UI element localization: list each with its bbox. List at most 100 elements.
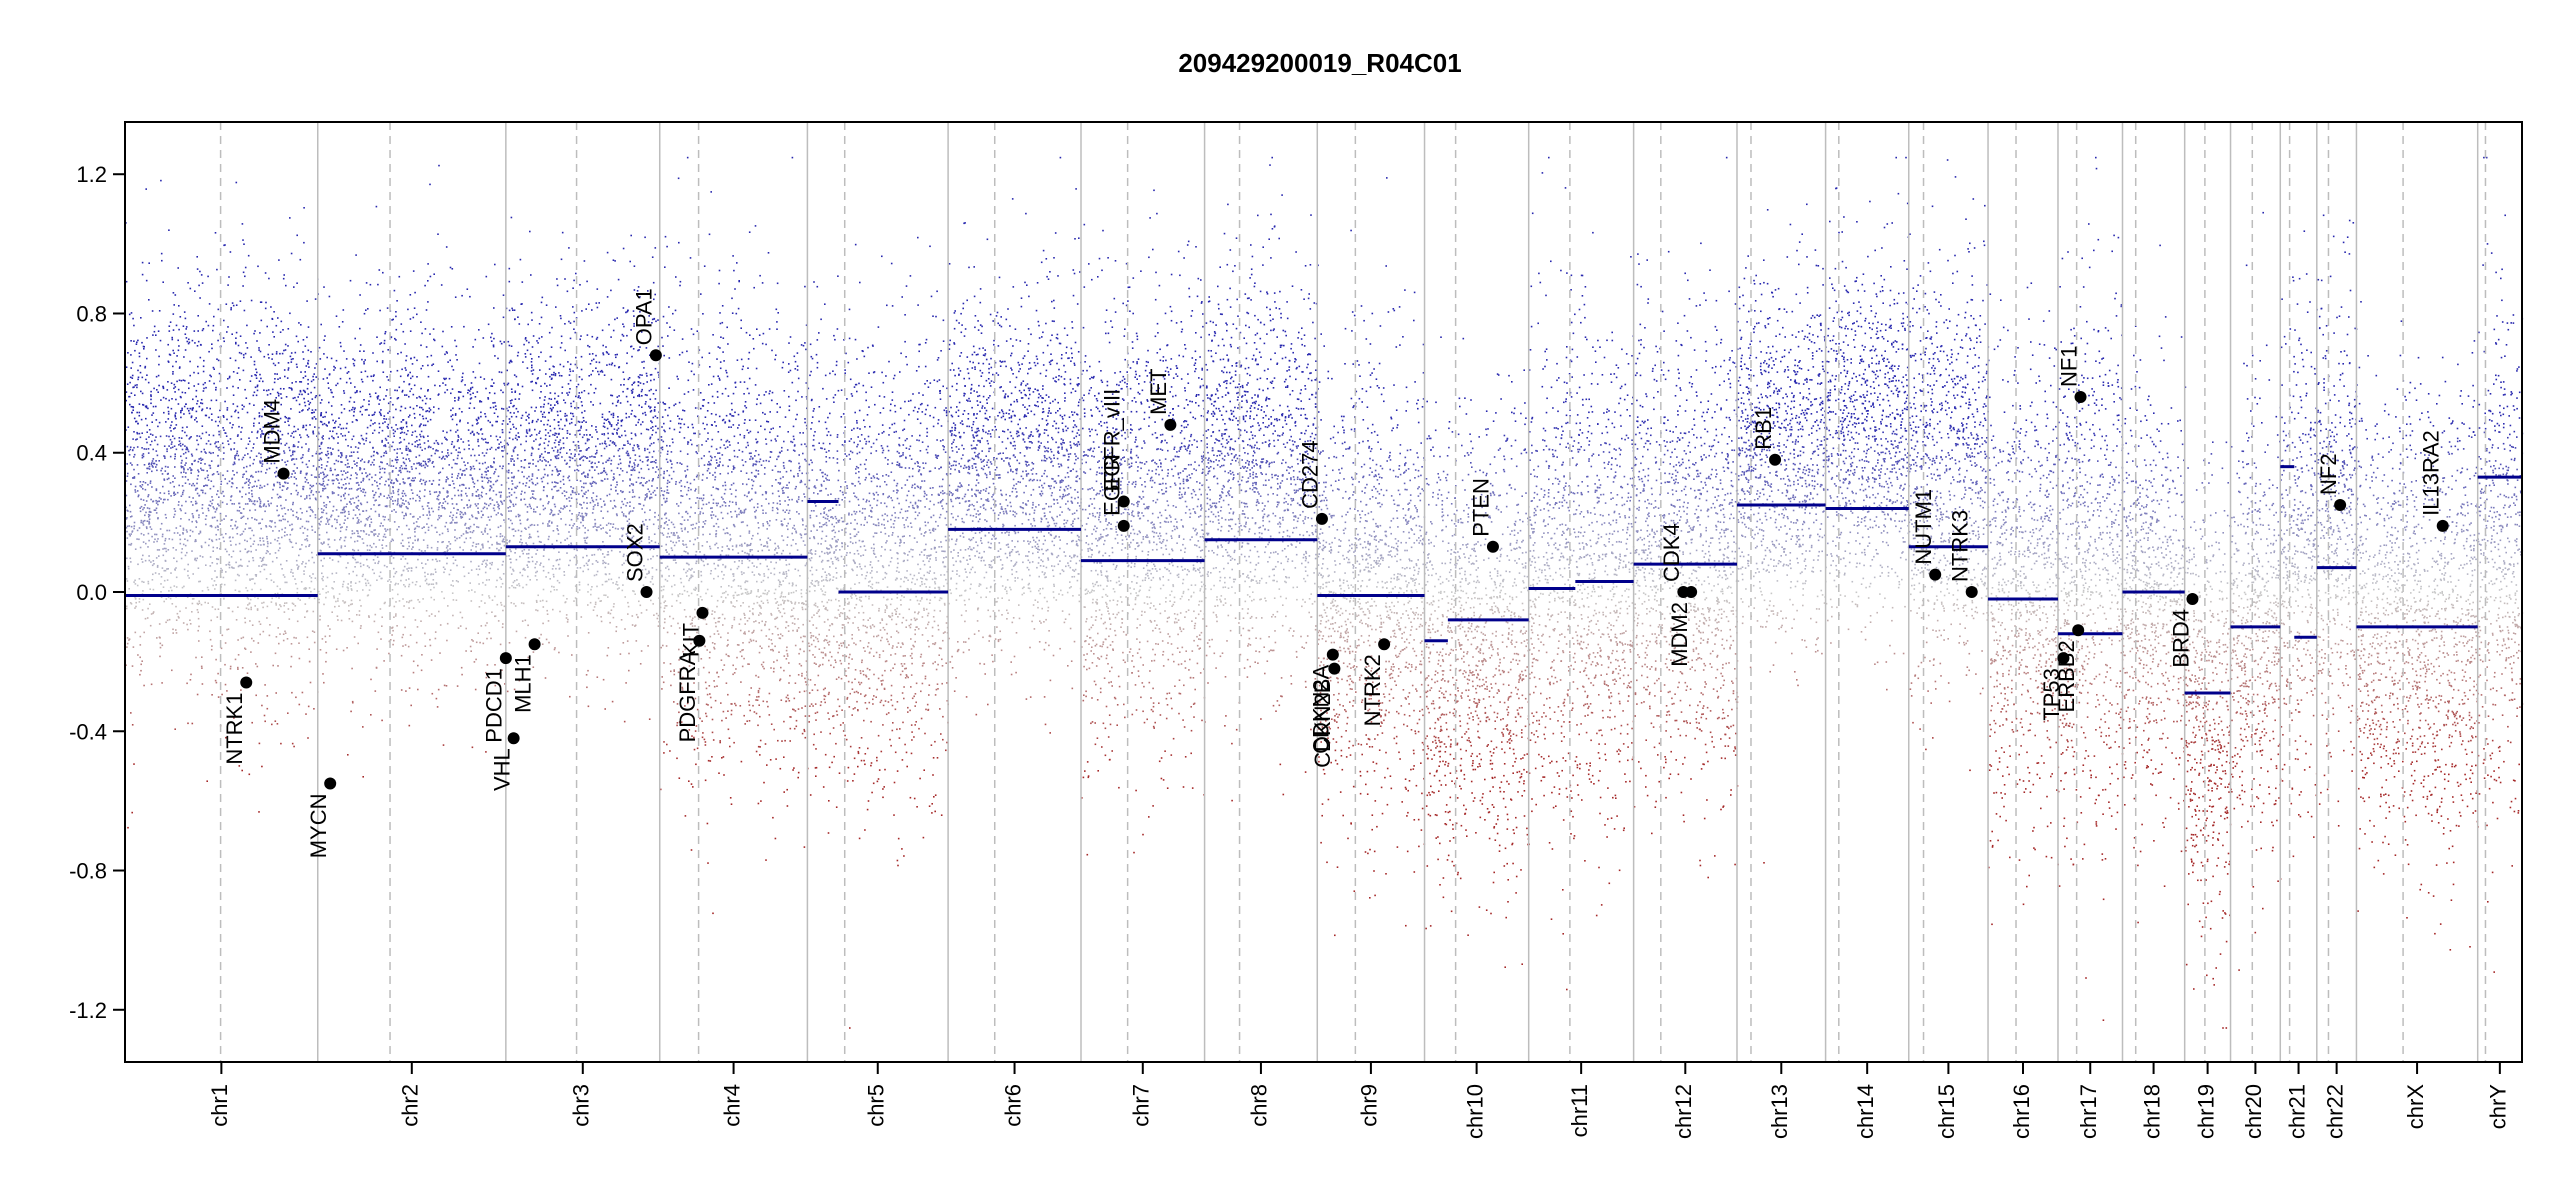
probe-point bbox=[447, 545, 449, 547]
probe-point bbox=[180, 518, 182, 520]
probe-point bbox=[501, 372, 503, 374]
probe-point bbox=[616, 515, 618, 517]
probe-point bbox=[312, 409, 314, 411]
probe-point bbox=[452, 503, 454, 505]
probe-point bbox=[410, 705, 412, 707]
probe-point bbox=[548, 559, 550, 561]
probe-point bbox=[157, 565, 159, 567]
probe-point bbox=[168, 590, 170, 592]
probe-point bbox=[464, 474, 466, 476]
probe-point bbox=[406, 601, 408, 603]
probe-point bbox=[393, 435, 395, 437]
probe-point bbox=[332, 491, 334, 493]
probe-point bbox=[312, 376, 314, 378]
probe-point bbox=[329, 628, 331, 630]
probe-point bbox=[470, 646, 472, 648]
probe-point bbox=[327, 497, 329, 499]
probe-point bbox=[247, 503, 249, 505]
probe-point bbox=[301, 381, 303, 383]
probe-point bbox=[211, 578, 213, 580]
probe-point bbox=[223, 416, 225, 418]
probe-point bbox=[198, 517, 200, 519]
probe-point bbox=[468, 448, 470, 450]
probe-point bbox=[283, 605, 285, 607]
probe-point bbox=[131, 531, 133, 533]
probe-point bbox=[436, 698, 438, 700]
probe-point bbox=[500, 536, 502, 538]
probe-point bbox=[379, 466, 381, 468]
probe-point bbox=[653, 524, 655, 526]
probe-point bbox=[501, 408, 503, 410]
probe-point bbox=[254, 583, 256, 585]
probe-point bbox=[630, 457, 632, 459]
probe-point bbox=[380, 409, 382, 411]
probe-point bbox=[395, 615, 397, 617]
probe-point bbox=[473, 542, 475, 544]
probe-point bbox=[424, 482, 426, 484]
probe-point bbox=[142, 555, 144, 557]
probe-point bbox=[257, 501, 259, 503]
probe-point bbox=[481, 428, 483, 430]
probe-point bbox=[384, 516, 386, 518]
probe-point bbox=[244, 276, 246, 278]
probe-point bbox=[450, 512, 452, 514]
probe-point bbox=[156, 389, 158, 391]
probe-point bbox=[464, 524, 466, 526]
probe-point bbox=[171, 443, 173, 445]
probe-point bbox=[397, 500, 399, 502]
probe-point bbox=[321, 508, 323, 510]
probe-point bbox=[526, 584, 528, 586]
probe-point bbox=[296, 282, 298, 284]
probe-point bbox=[174, 445, 176, 447]
probe-point bbox=[178, 350, 180, 352]
probe-point bbox=[472, 479, 474, 481]
probe-point bbox=[179, 437, 181, 439]
probe-point bbox=[249, 482, 251, 484]
probe-point bbox=[311, 552, 313, 554]
probe-point bbox=[150, 482, 152, 484]
probe-point bbox=[218, 559, 220, 561]
probe-point bbox=[284, 582, 286, 584]
probe-point bbox=[160, 498, 162, 500]
probe-point bbox=[588, 375, 590, 377]
probe-point bbox=[388, 479, 390, 481]
probe-point bbox=[248, 561, 250, 563]
probe-point bbox=[390, 581, 392, 583]
probe-point bbox=[249, 403, 251, 405]
probe-point bbox=[328, 457, 330, 459]
probe-point bbox=[175, 416, 177, 418]
probe-point bbox=[342, 600, 344, 602]
probe-point bbox=[194, 460, 196, 462]
probe-point bbox=[318, 599, 320, 601]
probe-point bbox=[658, 439, 660, 441]
probe-point bbox=[406, 434, 408, 436]
probe-point bbox=[376, 482, 378, 484]
probe-point bbox=[372, 423, 374, 425]
probe-point bbox=[163, 412, 165, 414]
probe-point bbox=[217, 447, 219, 449]
probe-point bbox=[195, 396, 197, 398]
probe-point bbox=[541, 336, 543, 338]
probe-point bbox=[349, 455, 351, 457]
probe-point bbox=[148, 555, 150, 557]
probe-point bbox=[197, 604, 199, 606]
probe-point bbox=[544, 508, 546, 510]
probe-point bbox=[126, 281, 128, 283]
probe-point bbox=[323, 682, 325, 684]
probe-point bbox=[241, 770, 243, 772]
probe-point bbox=[290, 534, 292, 536]
probe-point bbox=[471, 600, 473, 602]
probe-point bbox=[361, 504, 363, 506]
probe-point bbox=[469, 474, 471, 476]
probe-point bbox=[215, 389, 217, 391]
probe-point bbox=[482, 452, 484, 454]
probe-point bbox=[593, 359, 595, 361]
probe-point bbox=[552, 482, 554, 484]
probe-point bbox=[214, 517, 216, 519]
probe-point bbox=[375, 474, 377, 476]
probe-point bbox=[248, 437, 250, 439]
probe-point bbox=[584, 537, 586, 539]
probe-point bbox=[357, 536, 359, 538]
probe-point bbox=[164, 543, 166, 545]
probe-point bbox=[655, 542, 657, 544]
